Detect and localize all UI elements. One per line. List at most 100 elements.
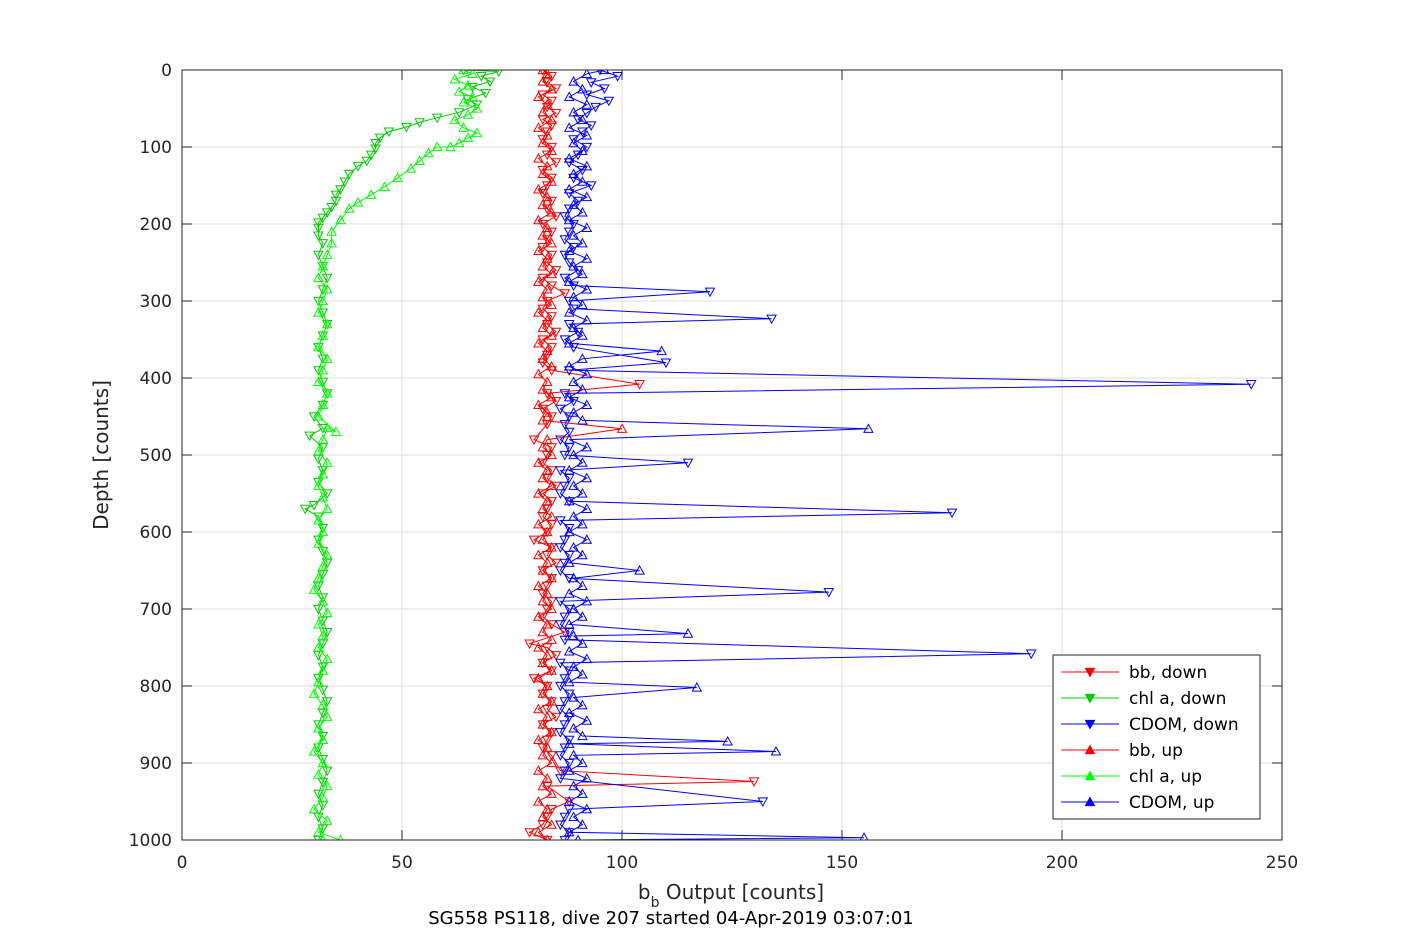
legend-marker (1084, 770, 1096, 781)
legend-box (1052, 654, 1261, 820)
data-point (546, 541, 557, 552)
data-point (559, 450, 571, 461)
data-point (541, 222, 553, 232)
data-point (581, 222, 593, 232)
data-point (541, 127, 553, 138)
data-point (462, 132, 474, 142)
data-point (577, 145, 588, 155)
data-point (533, 276, 544, 286)
data-point (321, 780, 333, 791)
data-point (537, 199, 549, 209)
data-point (546, 227, 557, 238)
data-point (704, 287, 716, 298)
data-point (313, 410, 324, 421)
data-point (563, 412, 575, 423)
legend-label: CDOM, up (1129, 793, 1214, 813)
data-point (405, 163, 417, 173)
data-point (537, 441, 549, 452)
y-tick-label: 400 (140, 369, 172, 389)
data-point (577, 114, 588, 125)
data-point (568, 661, 579, 671)
data-point (563, 214, 575, 225)
data-point (546, 72, 557, 82)
data-point (577, 176, 588, 186)
data-point (563, 360, 575, 371)
series-bb-up (533, 70, 628, 840)
data-point (568, 106, 579, 117)
data-point (559, 250, 571, 261)
data-point (537, 137, 549, 148)
data-point (559, 766, 571, 777)
data-point (555, 435, 566, 446)
series-cdom-down (555, 70, 1257, 840)
data-point (546, 330, 557, 340)
data-point (533, 91, 544, 102)
data-point (563, 574, 575, 584)
data-point (563, 337, 575, 348)
data-point (321, 353, 333, 363)
data-point (546, 343, 557, 353)
data-point (722, 735, 733, 746)
data-point (541, 283, 553, 294)
y-tick-label: 100 (140, 138, 172, 158)
data-point (541, 711, 553, 721)
data-point (577, 730, 588, 741)
data-point (599, 84, 610, 95)
data-point (321, 208, 333, 218)
data-point (563, 826, 575, 837)
y-tick-label: 600 (140, 523, 172, 543)
data-point (541, 526, 553, 537)
data-point (317, 239, 329, 249)
data-point (550, 712, 562, 723)
data-point (308, 412, 320, 423)
data-point (317, 434, 329, 444)
data-point (533, 487, 544, 498)
data-point (537, 458, 549, 469)
data-point (546, 412, 557, 423)
data-point (537, 489, 549, 500)
data-point (559, 635, 571, 646)
data-point (581, 160, 593, 171)
data-point (537, 657, 549, 667)
data-point (563, 689, 575, 700)
data-point (352, 162, 364, 172)
data-point (581, 653, 593, 664)
x-tick-label: 250 (1266, 853, 1298, 873)
data-point (537, 595, 549, 606)
data-point (321, 273, 333, 284)
data-point (317, 526, 329, 537)
data-point (563, 296, 575, 307)
data-point (577, 299, 588, 309)
data-point (317, 561, 329, 571)
data-point (581, 772, 593, 783)
data-point (563, 676, 575, 687)
data-point (572, 327, 584, 338)
tick-labels: 0 50 100 150 200 250 0 100 200 300 400 500 600 700 800… (129, 61, 1298, 873)
data-point (308, 688, 320, 698)
data-point (537, 414, 549, 425)
data-point (533, 826, 544, 837)
data-point (581, 142, 593, 153)
data-point (550, 212, 562, 222)
data-point (313, 826, 324, 837)
series-line (537, 70, 623, 840)
data-point (361, 156, 373, 167)
data-point (568, 749, 579, 760)
data-point (568, 603, 579, 614)
data-point (577, 330, 588, 340)
data-point (431, 141, 443, 152)
data-point (462, 109, 474, 119)
data-point (537, 106, 549, 117)
data-point (568, 281, 579, 292)
data-point (541, 680, 553, 691)
data-point (568, 397, 579, 407)
data-point (541, 588, 553, 598)
data-point (568, 376, 579, 386)
data-point (313, 445, 324, 456)
data-point (559, 420, 571, 430)
data-point (392, 172, 403, 182)
x-tick-label: 100 (606, 853, 638, 873)
data-point (546, 665, 557, 675)
data-point (559, 720, 571, 731)
data-point (453, 137, 465, 148)
